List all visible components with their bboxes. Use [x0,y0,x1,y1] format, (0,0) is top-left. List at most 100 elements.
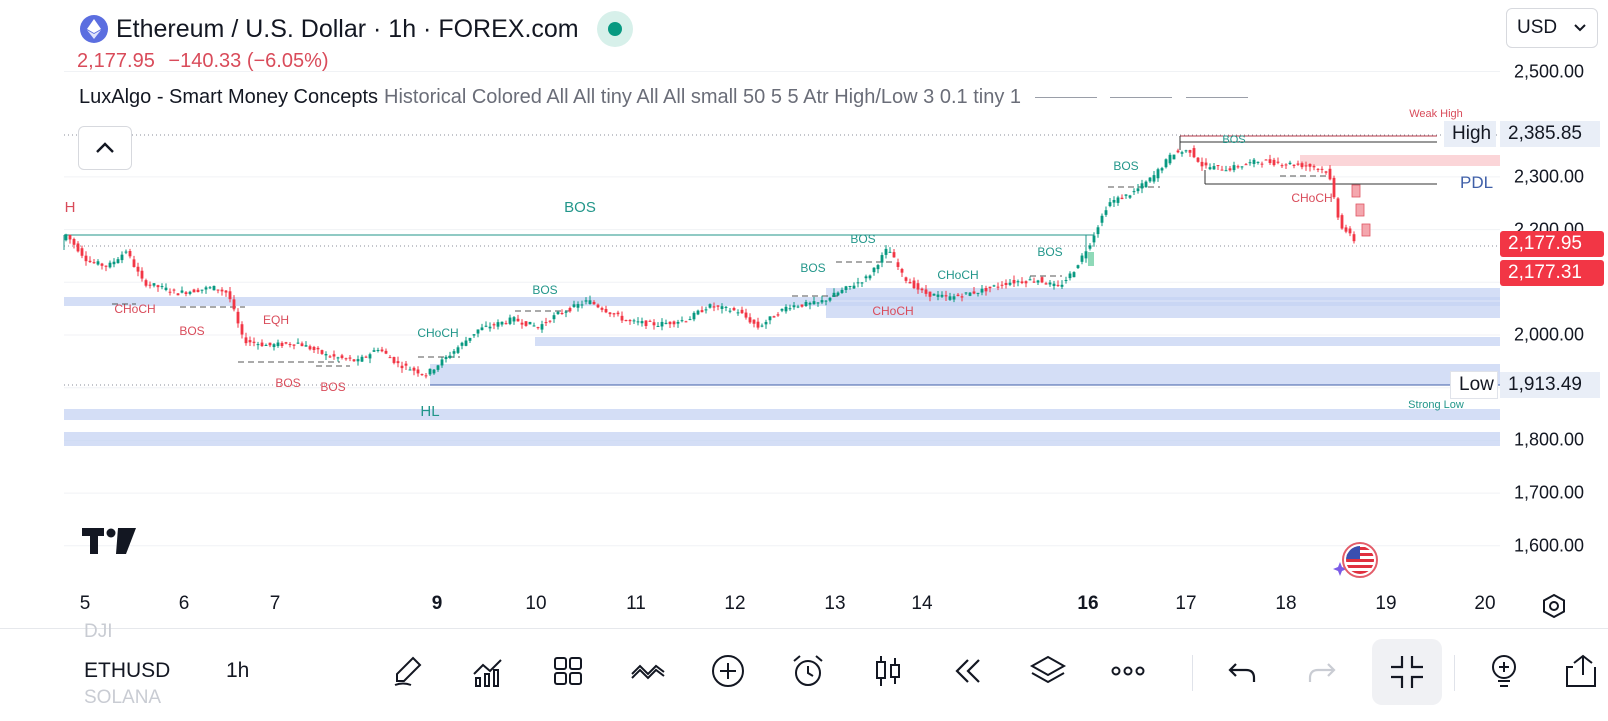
demand-zone [64,409,1500,420]
chart-title-row[interactable]: Ethereum / U.S. Dollar · 1h · FOREX.com [80,11,633,47]
currency-select[interactable]: USD [1506,8,1598,48]
currency-value: USD [1517,17,1558,38]
chart-area[interactable]: H BOS HL CHoCH BOS EQH BOS BOS CHoCH BOS BOS BOS CHo… [0,0,1608,620]
candle-body [908,281,912,284]
toolbar-divider [1454,655,1455,691]
price-change: −140.33 (−6.05%) [168,50,329,72]
candle-body [552,315,556,320]
candle-body [1260,163,1264,165]
candle-body [1116,197,1120,203]
candle-body [892,252,896,258]
candle-body [276,342,280,347]
candle-body [680,320,684,322]
more-button[interactable] [1104,647,1152,695]
price-axis-label: 2,300.00 [1514,166,1585,187]
structure-label: CHoCH [937,268,978,282]
collapse-legend-button[interactable] [78,126,132,170]
candle-body [628,320,632,322]
candle-body [420,374,424,376]
candle-body [1024,281,1028,284]
candle-body [640,321,644,324]
indicators-button[interactable] [464,647,512,695]
symbol-selector[interactable]: ETHUSD [84,659,171,682]
candle-body [1168,154,1172,164]
candle-body [336,357,340,359]
candle-body [180,290,184,293]
candle-body [1160,168,1164,171]
candle-body [1056,284,1060,286]
candle-body [196,289,200,293]
redo-button[interactable] [1298,647,1346,695]
structure-label: BOS [1222,134,1245,146]
candle-body [512,317,516,322]
interval-selector[interactable]: 1h [226,659,250,682]
candle-body [744,312,748,318]
layout-button[interactable] [544,647,592,695]
ideas-button[interactable] [1480,647,1528,695]
candle-body [292,344,296,346]
candle-body [492,324,496,326]
alert-button[interactable] [784,647,832,695]
candle-body [724,306,728,308]
candle-body [804,302,808,306]
candle-body [1228,168,1232,171]
candle-body [280,342,284,347]
candle-body [392,357,396,363]
candle-body [416,369,420,374]
candle-body [1188,150,1192,153]
add-circle-icon [712,655,744,687]
candle-body [76,243,80,252]
candle-body [728,310,732,312]
drawings-button[interactable] [624,647,672,695]
structure-label: EQH [263,313,289,327]
candle-body [248,340,252,343]
candle-body [600,307,604,310]
candle-body [1312,166,1316,168]
candle-body [964,292,968,294]
candle-body [1068,273,1072,279]
candle-body [912,280,916,289]
candle-body [1124,194,1128,196]
replay-button[interactable] [944,647,992,695]
share-button[interactable] [1560,647,1600,695]
candle-body [1268,159,1272,164]
candle-body [452,351,456,354]
objects-tree-button[interactable] [1024,647,1072,695]
fullscreen-exit-button[interactable] [1372,639,1442,705]
add-button[interactable] [704,647,752,695]
candle-body [792,305,796,308]
candle-body [1148,177,1152,182]
axis-settings-icon[interactable] [1540,592,1568,620]
candle-body [256,344,260,346]
candle-body [516,318,520,322]
ideas-icon [1492,655,1516,687]
candle-body [668,321,672,325]
candle-body [1212,166,1216,170]
candle-body [500,321,504,325]
watchlist-next-symbol[interactable]: SOLANA [84,687,162,708]
demand-zone [826,302,1500,318]
candle-body [1200,161,1204,167]
price-chart[interactable]: H BOS HL CHoCH BOS EQH BOS BOS CHoCH BOS BOS BOS CHo… [0,0,1500,620]
demand-zone [64,432,1500,446]
candle-body [448,355,452,358]
legend-line [1110,97,1173,99]
candle-body [788,308,792,310]
candle-body [532,325,536,327]
candle-body [132,259,136,267]
watchlist-prev-symbol[interactable]: DJI [84,621,113,642]
candle-body [1152,175,1156,182]
candle-body [1192,148,1196,158]
undo-button[interactable] [1218,647,1266,695]
candle-body [760,325,764,327]
indicator-legend[interactable]: LuxAlgo - Smart Money Concepts Historical… [79,86,1248,109]
candle-body [856,282,860,284]
chart-type-button[interactable] [864,647,912,695]
candle-body [1224,170,1228,172]
candle-body [384,350,388,354]
candle-body [188,291,192,294]
candle-body [120,254,124,261]
draw-pen-button[interactable] [384,647,432,695]
candle-body [936,294,940,297]
us-flag-badge-icon[interactable] [1332,540,1382,580]
